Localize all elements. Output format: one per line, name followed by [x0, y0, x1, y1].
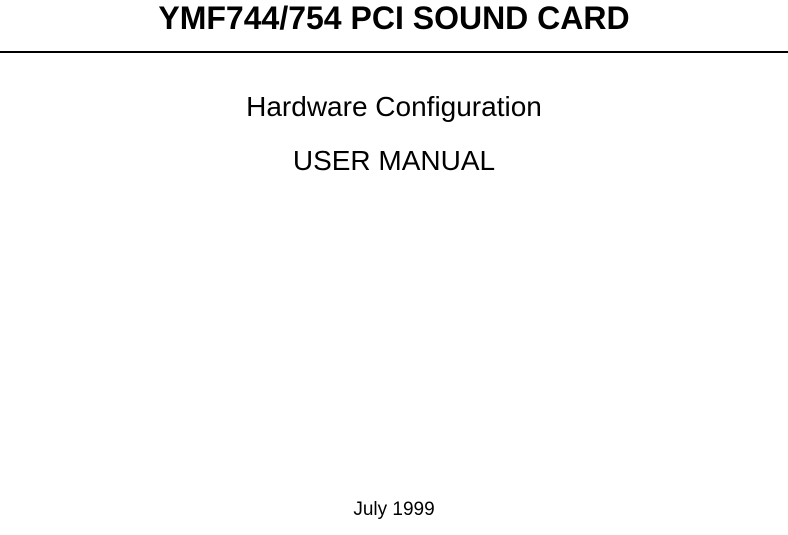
subtitle-user-manual: USER MANUAL [0, 145, 788, 177]
horizontal-divider [0, 51, 788, 53]
document-date: July 1999 [0, 499, 788, 521]
document-title: YMF744/754 PCI SOUND CARD [0, 0, 788, 51]
title-section: YMF744/754 PCI SOUND CARD [0, 0, 788, 51]
subtitle-hardware-config: Hardware Configuration [0, 91, 788, 123]
